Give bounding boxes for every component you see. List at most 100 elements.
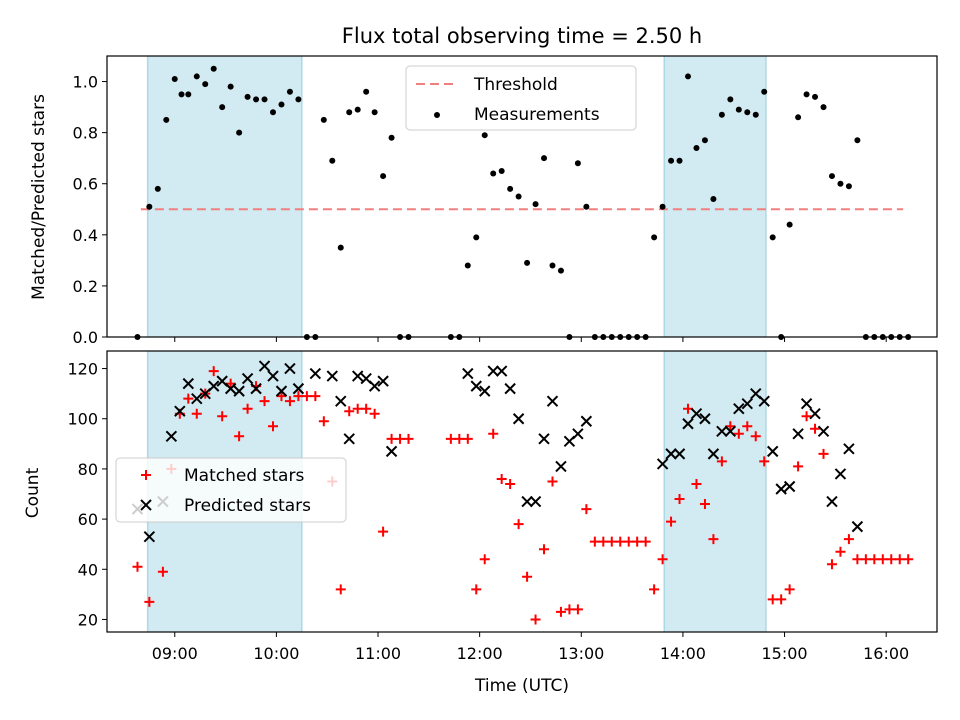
predicted-star-point [766, 445, 779, 458]
predicted-star-point [335, 395, 347, 407]
predicted-star-point [267, 370, 279, 382]
bottom-y-tick-label: 100 [67, 410, 98, 429]
bottom-shaded-band [664, 351, 766, 632]
matched-star-point [462, 433, 473, 444]
predicted-star-point [512, 413, 525, 425]
matched-star-point [234, 431, 245, 442]
measurement-point [668, 157, 675, 164]
top-y-tick-label: 0.8 [73, 124, 98, 143]
predicted-star-point [656, 458, 669, 470]
matched-star-point [784, 584, 795, 595]
measurement-point [786, 221, 793, 228]
matched-star-point [352, 403, 363, 414]
measurement-point [193, 73, 200, 80]
measurement-point [286, 88, 293, 95]
matched-star-point [860, 554, 871, 565]
matched-star-point [801, 411, 812, 422]
measurement-point [541, 155, 548, 162]
measurement-point [227, 83, 234, 90]
matched-star-point [225, 378, 236, 389]
measurement-point [761, 88, 768, 95]
legend-threshold-label: Threshold [473, 75, 558, 95]
matched-star-point [132, 561, 143, 572]
matched-star-point [522, 571, 533, 582]
measurement-point [701, 137, 708, 144]
predicted-star-point [817, 425, 830, 437]
predicted-star-point [326, 370, 338, 382]
matched-star-point [555, 606, 566, 617]
measurement-point [710, 196, 717, 203]
matched-star-point [894, 554, 905, 565]
matched-star-point [361, 403, 372, 414]
matched-star-point [310, 391, 321, 402]
measurement-point [744, 109, 751, 116]
predicted-star-point [699, 413, 711, 425]
x-tick-label: 14:00 [660, 644, 706, 663]
matched-star-point [564, 604, 575, 615]
matched-star-point [217, 411, 228, 422]
matched-star-point [666, 516, 677, 527]
measurement-point [473, 234, 480, 241]
measurement-point [202, 81, 209, 88]
predicted-star-point [758, 395, 770, 407]
measurement-point [769, 234, 776, 241]
top-legend: Threshold Measurements [405, 65, 637, 131]
predicted-star-point [224, 382, 237, 395]
predicted-star-point [487, 365, 499, 377]
matched-star-point [818, 448, 829, 459]
predicted-star-point [673, 448, 686, 460]
legend-measurement-swatch [434, 112, 440, 118]
predicted-star-point [495, 365, 508, 377]
matched-star-point [750, 431, 761, 442]
matched-star-point [183, 393, 194, 404]
bottom-y-tick-label: 20 [78, 610, 98, 629]
predicted-star-point [546, 395, 559, 407]
measurement-point [146, 203, 153, 210]
predicted-star-point [377, 375, 389, 387]
top-y-tick-label: 1.0 [73, 73, 98, 92]
measurement-point [727, 96, 734, 103]
measurement-point [515, 193, 522, 200]
measurement-point [532, 201, 539, 208]
top-y-tick-label: 0.4 [73, 226, 98, 245]
matched-star-point [572, 604, 583, 615]
matched-star-point [674, 494, 685, 505]
matched-star-point [767, 594, 778, 605]
matched-star-point [716, 456, 727, 467]
matched-star-point [386, 433, 397, 444]
top-shaded-band [664, 56, 766, 337]
predicted-star-point [165, 430, 178, 443]
bottom-legend-box [115, 457, 347, 523]
predicted-star-point [733, 402, 745, 415]
predicted-star-point [690, 408, 703, 420]
predicted-star-point [834, 468, 847, 480]
legend-predicted-label: Predicted stars [184, 496, 311, 516]
legend-measurement-label: Measurements [474, 105, 600, 125]
matched-star-point [445, 433, 456, 444]
legend-predicted-swatch [140, 499, 152, 511]
bottom-y-axis-label: Count [23, 467, 43, 518]
predicted-star-point [682, 418, 694, 430]
matched-star-point [479, 554, 490, 565]
predicted-star-point [580, 415, 593, 427]
x-tick-label: 11:00 [355, 644, 401, 663]
top-y-tick-label: 0.6 [73, 175, 98, 194]
measurement-point [845, 183, 852, 190]
matched-star-point [293, 391, 304, 402]
measurement-point [278, 101, 285, 108]
matched-star-point [488, 428, 499, 439]
measurement-point [549, 262, 556, 269]
predicted-star-point [258, 360, 271, 372]
top-y-tick-label: 0.0 [73, 328, 98, 347]
measurement-point [464, 262, 471, 269]
top-panel: 0.0 0.2 0.4 0.6 0.8 1.0 Threshold Measurements [73, 55, 938, 347]
matched-star-point [284, 396, 295, 407]
predicted-star-point [208, 380, 220, 392]
predicted-star-point [665, 448, 677, 460]
matched-star-point [708, 534, 719, 545]
predicted-star-point [716, 425, 728, 437]
matched-star-point [835, 546, 846, 557]
predicted-star-point [800, 397, 813, 410]
top-y-tick-label: 0.2 [73, 277, 98, 296]
